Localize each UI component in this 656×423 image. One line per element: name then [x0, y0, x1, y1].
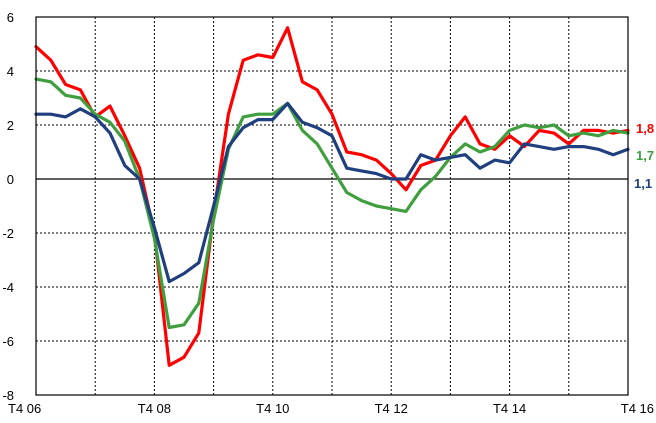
x-axis-ticks: T4 06 T4 08 T4 10 T4 12 T4 14 T4 16 [8, 401, 654, 416]
x-tick-label: T4 06 [8, 401, 41, 416]
x-tick-label: T4 10 [256, 401, 289, 416]
series-layer [34, 26, 630, 367]
y-tick-label: 6 [7, 10, 14, 25]
y-tick-label: 4 [7, 64, 14, 79]
y-tick-label: -6 [2, 334, 14, 349]
y-tick-label: -4 [2, 280, 14, 295]
x-tick-label: T4 08 [138, 401, 171, 416]
series-end-label-2: 1,1 [634, 176, 652, 191]
series-line-0 [34, 26, 630, 367]
y-axis-ticks: -8 -6 -4 -2 0 2 4 6 [2, 10, 14, 403]
plot-frame [35, 16, 629, 396]
y-tick-label: 2 [7, 118, 14, 133]
x-tick-label: T4 12 [375, 401, 408, 416]
series-end-label-1: 1,7 [636, 148, 654, 163]
series-end-label-0: 1,8 [636, 121, 654, 136]
y-tick-label: -8 [2, 388, 14, 403]
y-tick-label: 0 [7, 172, 14, 187]
x-tick-label: T4 16 [621, 401, 654, 416]
series-line-2 [34, 101, 630, 284]
y-tick-label: -2 [2, 226, 14, 241]
x-tick-label: T4 14 [493, 401, 526, 416]
end-labels: 1,8 1,7 1,1 [634, 121, 654, 191]
series-line-1 [34, 77, 630, 330]
